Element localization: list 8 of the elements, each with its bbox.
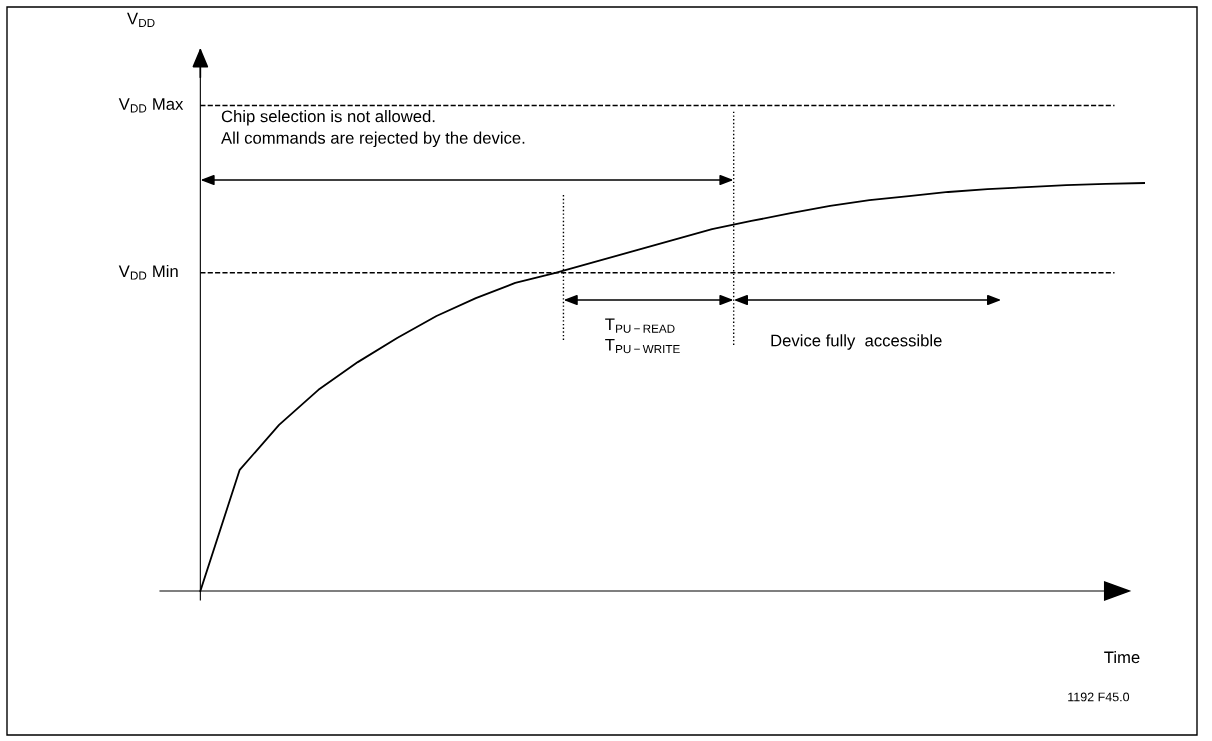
- ref-line-label: V$_{DD}$ Max: [118, 98, 184, 113]
- ref-line-label: V$_{DD}$ Min: [118, 264, 178, 280]
- annotation: T$_{PU−READ}$ T$_{PU−WRITE}$: [605, 318, 680, 354]
- annotation: Device fully accessible: [771, 334, 942, 350]
- text: 1192 F45.0: [1068, 692, 1130, 702]
- x-axis-title: Time: [1104, 651, 1140, 664]
- text: Chip selection is not allowed. All commands are rejected by the device.: [221, 110, 525, 148]
- text: V$_{DD}$: [127, 12, 155, 27]
